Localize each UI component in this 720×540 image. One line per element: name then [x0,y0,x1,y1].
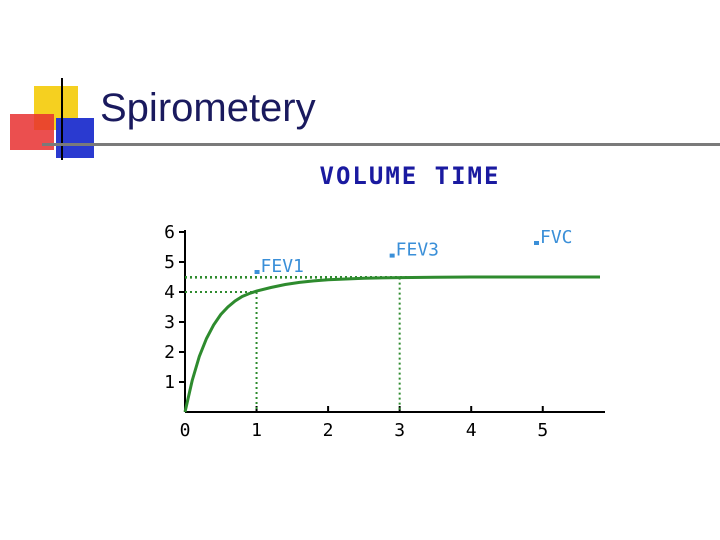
x-tick-label: 5 [537,420,548,441]
y-tick-label: 5 [164,252,175,273]
x-tick-label: 0 [180,420,191,441]
chart-axes: 1 2 3 4 5 6 0 1 2 3 4 5 [164,222,605,441]
annotation-marker [534,241,539,245]
title-divider [42,143,720,146]
chart-title: VOLUME TIME [320,162,501,190]
annotation-label: FEV1 [261,256,304,277]
annotation-label: FVC [540,227,573,248]
chart-annotations: FEV1 FEV3 FVC [254,227,573,277]
x-tick-label: 4 [466,420,477,441]
y-tick-label: 3 [164,312,175,333]
annotation-marker [389,253,395,258]
x-tick-label: 2 [323,420,334,441]
series-line-volume [183,275,600,413]
slide-title: Spirometery [100,86,316,130]
x-tick-label: 3 [394,420,405,441]
annotation-label: FEV3 [396,240,439,261]
y-tick-label: 4 [164,282,175,303]
slide-logo [10,78,94,160]
y-tick-label: 1 [164,372,175,393]
volume-time-chart: VOLUME TIME 1 2 3 4 5 6 0 1 2 3 4 5 FEV1 FEV3 FVC [164,162,605,441]
annotation-marker [254,270,260,274]
y-tick-label: 2 [164,342,175,363]
y-tick-label: 6 [164,222,175,243]
reference-lines [185,276,600,412]
x-tick-label: 1 [251,420,262,441]
